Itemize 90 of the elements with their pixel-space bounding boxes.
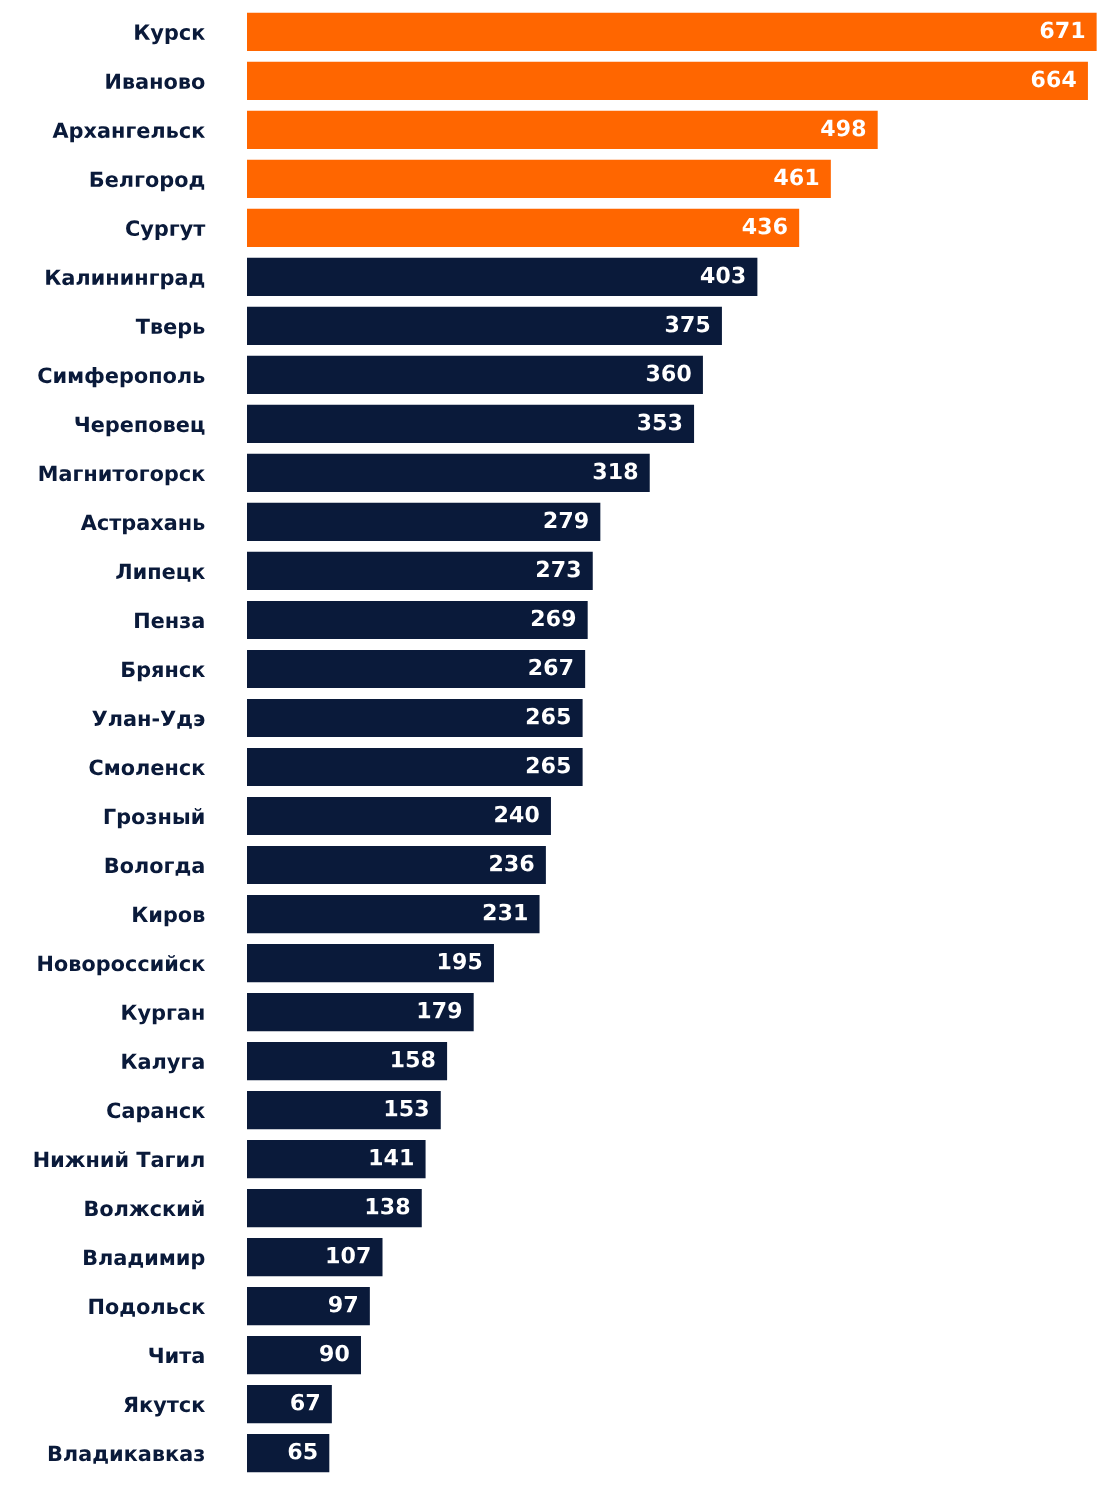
data-label: 265 — [526, 707, 570, 725]
bar — [247, 649, 586, 689]
bar — [247, 1139, 426, 1179]
y-tick-label: Магнитогорск — [39, 465, 206, 486]
bar — [247, 61, 1088, 101]
y-tick-label: Пенза — [135, 612, 204, 629]
y-tick-label: Курган — [122, 1004, 204, 1025]
bar — [247, 1237, 383, 1277]
bar — [247, 453, 650, 493]
bar — [247, 698, 583, 738]
data-label: 664 — [1031, 70, 1076, 88]
y-tick-label: Чита — [149, 1347, 204, 1364]
y-tick-label: Липецк — [116, 563, 206, 582]
bar — [247, 110, 878, 150]
data-label: 97 — [328, 1295, 357, 1313]
y-tick-label: Владимир — [84, 1249, 205, 1270]
y-tick-label: Иваново — [106, 73, 205, 90]
y-tick-label: Белгород — [90, 171, 205, 192]
y-tick-label: Подольск — [89, 1298, 206, 1317]
bar — [247, 1433, 330, 1473]
bar — [247, 894, 540, 934]
data-label: 107 — [327, 1246, 370, 1264]
y-tick-label: Вологда — [105, 857, 204, 876]
data-label: 195 — [438, 952, 482, 970]
data-label: 273 — [537, 560, 580, 578]
bar — [247, 159, 831, 199]
y-tick-label: Киров — [133, 906, 205, 927]
data-label: 153 — [385, 1099, 428, 1117]
bar — [247, 796, 551, 836]
data-label: 671 — [1040, 21, 1085, 39]
bar — [247, 1188, 422, 1228]
data-label: 236 — [490, 854, 534, 872]
bar — [247, 943, 494, 983]
y-tick-label: Брянск — [122, 661, 206, 682]
y-tick-label: Сургут — [126, 220, 206, 241]
data-label: 498 — [821, 119, 866, 137]
y-tick-label: Новороссийск — [38, 955, 206, 976]
bar — [247, 747, 583, 787]
bar — [247, 404, 695, 444]
bar — [247, 502, 601, 542]
data-label: 267 — [529, 658, 573, 676]
y-tick-label: Астрахань — [80, 514, 205, 535]
data-label: 436 — [742, 217, 787, 235]
y-tick-label: Курск — [135, 24, 206, 45]
bar — [247, 845, 546, 885]
data-label: 67 — [291, 1393, 319, 1411]
data-label: 265 — [526, 756, 570, 774]
bar — [247, 208, 800, 248]
data-label: 231 — [483, 903, 527, 921]
data-label: 360 — [646, 364, 691, 382]
data-label: 375 — [665, 315, 710, 333]
bar — [247, 1384, 332, 1424]
data-label: 403 — [700, 266, 745, 284]
bar — [247, 12, 1097, 52]
bar — [247, 355, 703, 395]
bar — [247, 992, 474, 1032]
y-tick-label: Владикавказ — [48, 1445, 205, 1464]
data-label: 90 — [320, 1344, 349, 1362]
bar — [247, 1041, 448, 1081]
bar — [247, 257, 758, 297]
data-label: 65 — [288, 1442, 317, 1460]
y-tick-label: Волжский — [85, 1200, 204, 1217]
y-tick-label: Симферополь — [38, 367, 205, 388]
data-label: 179 — [418, 1001, 462, 1019]
data-label: 141 — [370, 1148, 413, 1166]
data-label: 318 — [593, 462, 638, 480]
data-label: 158 — [392, 1050, 435, 1068]
y-tick-label: Архангельск — [52, 122, 206, 143]
y-tick-label: Якутск — [124, 1396, 206, 1417]
y-tick-label: Калуга — [122, 1053, 204, 1074]
y-tick-label: Нижний Тагил — [34, 1151, 204, 1168]
data-label: 269 — [531, 609, 576, 627]
bar — [247, 551, 593, 591]
data-label: 240 — [495, 805, 539, 823]
data-label: 138 — [366, 1197, 410, 1215]
bar — [247, 1286, 370, 1326]
bar — [247, 600, 588, 640]
data-label: 461 — [774, 168, 819, 186]
y-tick-label: Череповец — [75, 416, 205, 437]
bar — [247, 1090, 441, 1130]
y-tick-label: Грозный — [104, 808, 204, 829]
y-tick-label: Смоленск — [89, 759, 206, 776]
bar — [247, 1335, 361, 1375]
bar — [247, 306, 722, 346]
y-tick-label: Улан-Удэ — [92, 710, 205, 729]
y-tick-label: Калининград — [46, 269, 205, 290]
data-label: 353 — [638, 413, 682, 431]
y-tick-label: Тверь — [135, 318, 205, 339]
data-label: 279 — [544, 511, 588, 529]
y-tick-label: Саранск — [107, 1102, 206, 1123]
